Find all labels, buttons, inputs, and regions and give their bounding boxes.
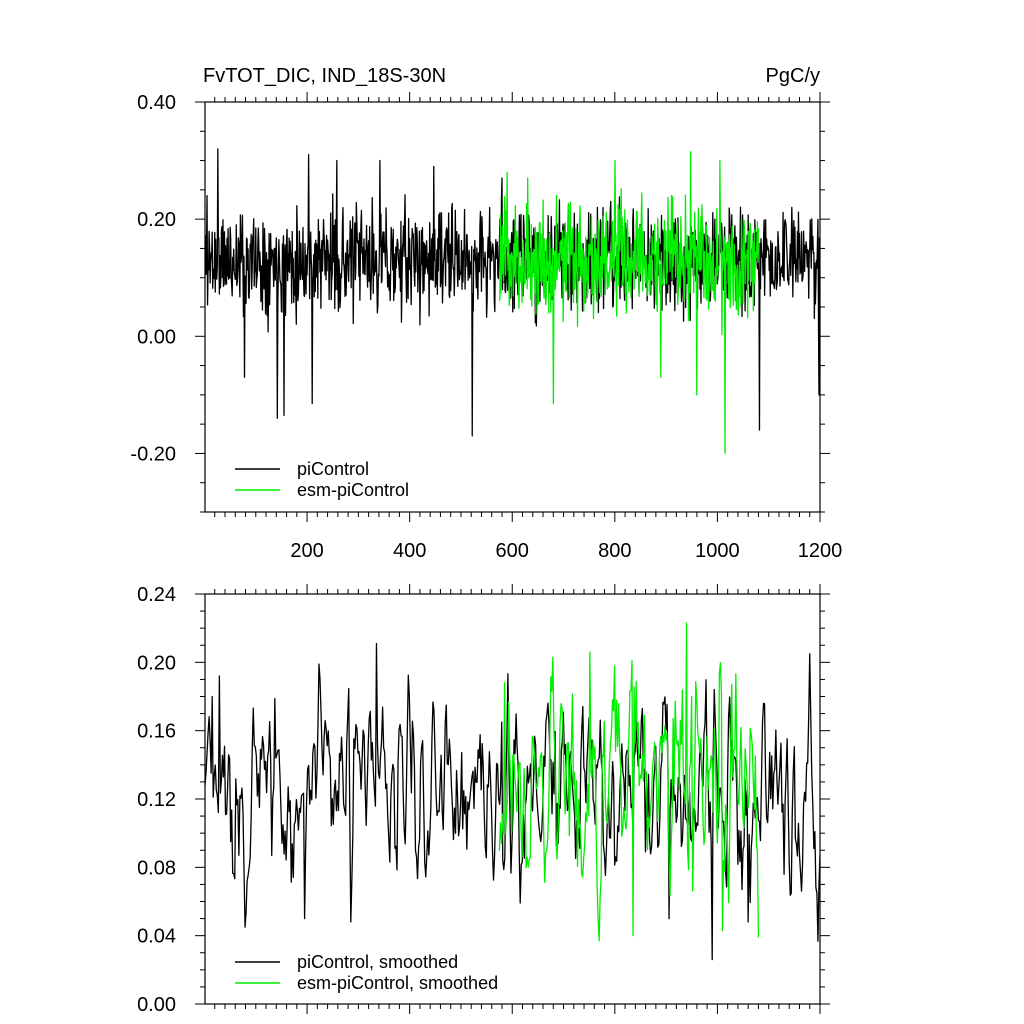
legend-label-1-1: esm-piControl, smoothed	[297, 973, 498, 993]
figure-units: PgC/y	[766, 65, 820, 87]
legend-label-0-0: piControl	[297, 459, 369, 479]
y-tick-label-1-2: 0.08	[137, 857, 176, 879]
y-tick-label-0-0: -0.20	[130, 443, 176, 465]
series-line-1-0	[205, 642, 820, 961]
x-tick-label-0-3: 800	[598, 540, 631, 562]
series-line-0-1	[498, 151, 760, 455]
legend-label-1-0: piControl, smoothed	[297, 952, 458, 972]
x-tick-label-0-5: 1200	[798, 540, 843, 562]
x-tick-label-0-0: 200	[290, 540, 323, 562]
y-tick-label-1-4: 0.16	[137, 721, 176, 743]
figure-title: FvTOT_DIC, IND_18S-30N	[203, 65, 446, 87]
series-line-0-0	[205, 148, 820, 437]
y-tick-label-0-2: 0.20	[137, 209, 176, 231]
x-tick-label-0-1: 400	[393, 540, 426, 562]
bottom-chart-panel: 0.00 0.04 0.08 0.12 0.16 0.20 0.24 piControl, s…	[137, 584, 830, 1016]
y-tick-label-0-3: 0.40	[137, 92, 176, 114]
y-tick-label-1-0: 0.00	[137, 994, 176, 1016]
x-tick-label-0-2: 600	[496, 540, 529, 562]
y-tick-label-1-1: 0.04	[137, 926, 176, 948]
x-tick-label-0-4: 1000	[695, 540, 740, 562]
series-line-1-1	[498, 622, 760, 942]
legend-label-0-1: esm-piControl	[297, 480, 409, 500]
y-tick-label-0-1: 0.00	[137, 326, 176, 348]
top-chart-panel: -0.20 0.00 0.20 0.40 200 400 600 800 1000 1200 piC…	[130, 92, 842, 562]
y-tick-label-1-3: 0.12	[137, 789, 176, 811]
y-tick-label-1-6: 0.24	[137, 584, 176, 606]
y-tick-label-1-5: 0.20	[137, 652, 176, 674]
